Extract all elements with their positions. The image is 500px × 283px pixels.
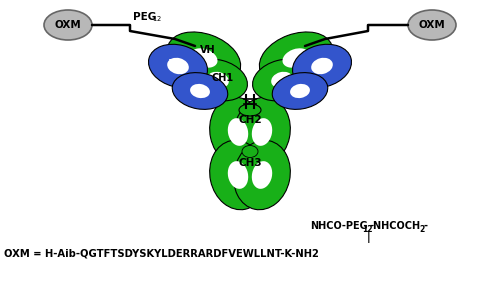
Ellipse shape: [168, 32, 240, 84]
Text: OXM = H-Aib-QGTFTSDYSKYLDERRARDFVEWLLNT-K-NH2: OXM = H-Aib-QGTFTSDYSKYLDERRARDFVEWLLNT-…: [4, 248, 319, 258]
Ellipse shape: [272, 73, 328, 110]
Ellipse shape: [190, 48, 218, 68]
Text: OXM: OXM: [54, 20, 82, 30]
Ellipse shape: [311, 58, 333, 74]
Ellipse shape: [228, 161, 248, 189]
Ellipse shape: [234, 140, 290, 210]
Ellipse shape: [172, 73, 228, 110]
Ellipse shape: [252, 59, 312, 101]
Text: OXM: OXM: [418, 20, 446, 30]
Text: CH3: CH3: [238, 158, 262, 168]
Ellipse shape: [148, 44, 208, 88]
Text: PEG: PEG: [133, 12, 156, 22]
Text: |: |: [367, 232, 370, 243]
Ellipse shape: [210, 140, 266, 210]
Ellipse shape: [44, 10, 92, 40]
Text: NHCO-PEG: NHCO-PEG: [310, 221, 368, 231]
Ellipse shape: [282, 48, 310, 68]
Text: CL: CL: [195, 88, 209, 98]
Text: VH: VH: [200, 45, 216, 55]
Text: -NHCOCH: -NHCOCH: [369, 221, 420, 231]
Ellipse shape: [292, 44, 352, 88]
Text: CH2: CH2: [238, 115, 262, 125]
Ellipse shape: [408, 10, 456, 40]
Ellipse shape: [242, 145, 258, 158]
Text: 2: 2: [419, 225, 424, 234]
Text: CH1: CH1: [212, 73, 234, 83]
Ellipse shape: [252, 161, 272, 189]
Ellipse shape: [290, 84, 310, 98]
Ellipse shape: [239, 104, 261, 116]
Ellipse shape: [228, 118, 248, 146]
Text: -: -: [424, 221, 428, 231]
Ellipse shape: [167, 58, 189, 74]
Ellipse shape: [234, 97, 290, 167]
Text: VL: VL: [169, 59, 183, 69]
Text: $_{12}$: $_{12}$: [152, 14, 162, 24]
Ellipse shape: [271, 72, 293, 88]
Ellipse shape: [260, 32, 332, 84]
Ellipse shape: [252, 118, 272, 146]
Ellipse shape: [210, 97, 266, 167]
Text: 12: 12: [362, 225, 372, 234]
Ellipse shape: [207, 72, 229, 88]
Ellipse shape: [188, 59, 248, 101]
Ellipse shape: [190, 84, 210, 98]
